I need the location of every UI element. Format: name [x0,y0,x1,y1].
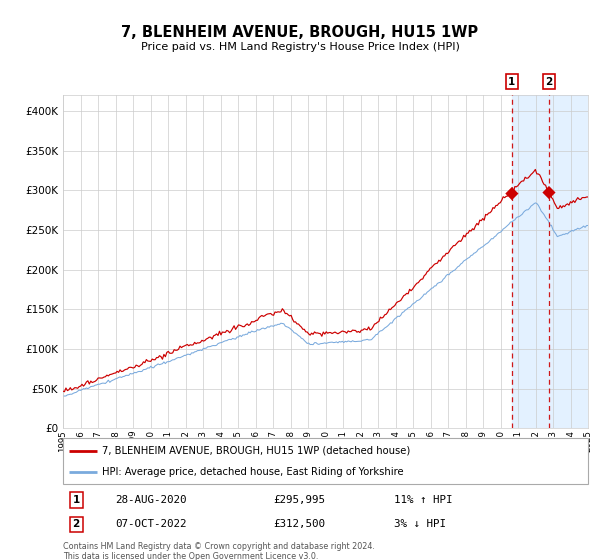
Text: 3% ↓ HPI: 3% ↓ HPI [394,520,446,529]
Text: £295,995: £295,995 [273,495,325,505]
Text: 28-AUG-2020: 28-AUG-2020 [115,495,187,505]
Text: 1: 1 [73,495,80,505]
Point [507,189,517,198]
Bar [512,95,597,428]
Text: Price paid vs. HM Land Registry's House Price Index (HPI): Price paid vs. HM Land Registry's House … [140,42,460,52]
Text: 07-OCT-2022: 07-OCT-2022 [115,520,187,529]
Point [544,188,554,197]
Text: 11% ↑ HPI: 11% ↑ HPI [394,495,452,505]
Text: Contains HM Land Registry data © Crown copyright and database right 2024.
This d: Contains HM Land Registry data © Crown c… [63,542,375,560]
FancyBboxPatch shape [63,438,588,484]
Text: 2: 2 [73,520,80,529]
Text: 2: 2 [545,77,553,87]
Text: 7, BLENHEIM AVENUE, BROUGH, HU15 1WP: 7, BLENHEIM AVENUE, BROUGH, HU15 1WP [121,25,479,40]
Text: HPI: Average price, detached house, East Riding of Yorkshire: HPI: Average price, detached house, East… [103,467,404,477]
Text: £312,500: £312,500 [273,520,325,529]
Text: 1: 1 [508,77,515,87]
Text: 7, BLENHEIM AVENUE, BROUGH, HU15 1WP (detached house): 7, BLENHEIM AVENUE, BROUGH, HU15 1WP (de… [103,446,410,456]
